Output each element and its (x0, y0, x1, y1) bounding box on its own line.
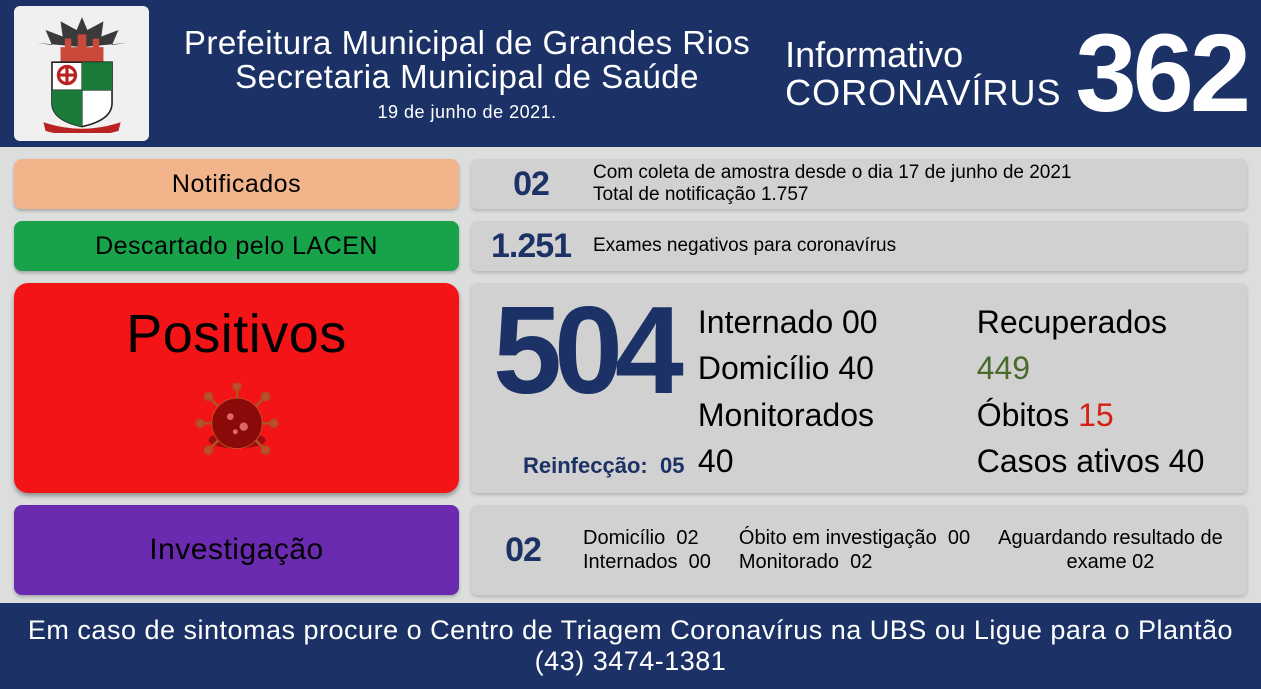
inv-col-2: Óbito em investigação 00 Monitorado 02 (739, 526, 970, 574)
header-titles: Prefeitura Municipal de Grandes Rios Sec… (167, 24, 767, 123)
positivos-panel: 504 Reinfecção: 05 Internado 00 Domicíli… (471, 283, 1247, 493)
reinfeccao-line: Reinfecção: 05 (523, 453, 684, 479)
positivos-col-2: Recuperados 449 Óbitos 15 Casos ativos 4… (977, 299, 1225, 485)
investigacao-pill: Investigação (14, 505, 459, 595)
investigacao-panel: 02 Domicílio 02 Internados 00 Óbito em i… (471, 505, 1247, 595)
positivos-col-1: Internado 00 Domicílio 40 Monitorados 40 (698, 299, 915, 485)
investigacao-label: Investigação (149, 533, 323, 567)
descartado-panel: 1.251 Exames negativos para coronavírus (471, 221, 1247, 271)
notificados-value: 02 (491, 165, 571, 204)
header-bar: Prefeitura Municipal de Grandes Rios Sec… (0, 0, 1261, 147)
positivos-label: Positivos (126, 303, 347, 365)
info-label-1: Informativo (785, 36, 1061, 74)
footer-text: Em caso de sintomas procure o Centro de … (28, 615, 1233, 676)
descartado-label: Descartado pelo LACEN (95, 232, 378, 261)
info-label-2: CORONAVÍRUS (785, 74, 1061, 112)
descartado-pill: Descartado pelo LACEN (14, 221, 459, 271)
investigacao-value: 02 (491, 531, 555, 570)
org-name-2: Secretaria Municipal de Saúde (167, 58, 767, 96)
descartado-desc: Exames negativos para coronavírus (593, 235, 896, 257)
positivos-pill: Positivos (14, 283, 459, 493)
notificados-panel: 02 Com coleta de amostra desde o dia 17 … (471, 159, 1247, 209)
footer-bar: Em caso de sintomas procure o Centro de … (0, 603, 1261, 689)
content-grid: Notificados 02 Com coleta de amostra des… (0, 147, 1261, 595)
notificados-desc-1: Com coleta de amostra desde o dia 17 de … (593, 162, 1072, 184)
bulletin-date: 19 de junho de 2021. (167, 102, 767, 123)
crest-icon (27, 15, 137, 133)
notificados-pill: Notificados (14, 159, 459, 209)
inv-col-3: Aguardando resultado de exame 02 (998, 526, 1223, 574)
header-right: Informativo CORONAVÍRUS 362 (785, 10, 1247, 137)
edition-number: 362 (1075, 10, 1247, 137)
municipal-crest (14, 6, 149, 141)
positivos-value: 504 (493, 293, 676, 411)
descartado-value: 1.251 (491, 227, 571, 266)
inv-col-1: Domicílio 02 Internados 00 (583, 526, 711, 574)
org-name-1: Prefeitura Municipal de Grandes Rios (167, 24, 767, 62)
virus-icon (192, 383, 282, 467)
notificados-desc-2: Total de notificação 1.757 (593, 184, 1072, 206)
notificados-label: Notificados (172, 170, 301, 199)
